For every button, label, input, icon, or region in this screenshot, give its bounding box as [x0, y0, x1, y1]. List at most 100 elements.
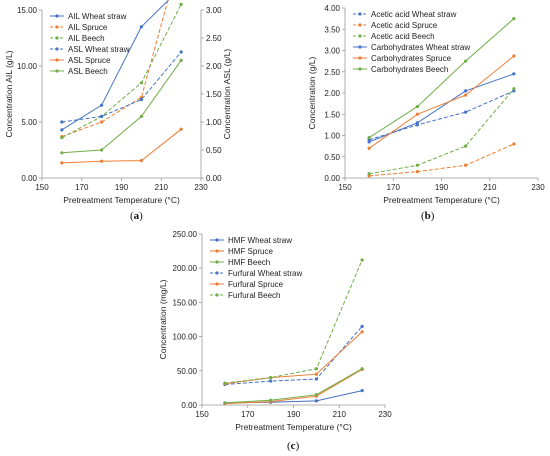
x-tick-label: 190: [435, 183, 449, 192]
data-point: [60, 120, 64, 124]
y-tick-label: 250.00: [173, 230, 198, 239]
y-tick-label: 0.00: [181, 401, 197, 410]
legend-marker: [215, 260, 219, 264]
panel-label-c: (c): [287, 440, 300, 452]
y-right-tick-label: 0.00: [206, 174, 222, 183]
y-tick-label: 2.00: [324, 89, 340, 98]
x-axis-label: Pretreatment Temperature (°C): [383, 195, 500, 205]
x-tick-label: 150: [338, 183, 352, 192]
legend-marker: [55, 14, 59, 18]
data-point: [367, 136, 371, 140]
data-point: [179, 127, 183, 131]
data-point: [60, 161, 64, 165]
data-point: [512, 72, 516, 76]
y-axis-right-label: Concentration ASL (g/L): [222, 49, 232, 140]
series-line: [369, 143, 515, 177]
data-point: [464, 144, 468, 148]
chart-panel-1: 150 170 190 210 230 0.00 0.50 1.00 1.50 2.00 2.50 3…: [307, 4, 545, 205]
data-point: [100, 114, 104, 118]
x-tick-label: 170: [241, 410, 255, 419]
data-point: [512, 17, 516, 21]
data-point: [269, 398, 273, 402]
data-point: [223, 401, 227, 405]
series-carbohydrates-wheat-straw: [367, 72, 516, 144]
series-acetic-acid-spruce: [367, 142, 516, 178]
y-axis-label: Concentration (mg/L): [158, 279, 168, 359]
x-tick-label: 230: [194, 183, 208, 192]
data-point: [360, 330, 364, 334]
data-point: [100, 120, 104, 124]
legend-marker: [55, 25, 59, 29]
legend-marker: [55, 58, 59, 62]
series-hmf-beech: [223, 367, 364, 405]
y-tick-label: 0.00: [324, 174, 340, 183]
y-axis-label: Concentration AIL (g/L): [4, 50, 14, 137]
y-right-tick-label: 2.00: [206, 62, 222, 71]
y-tick-label: 3.00: [324, 47, 340, 56]
legend-entry: HMF Beech: [228, 258, 270, 267]
x-axis-label: Pretreatment Temperature (°C): [63, 195, 180, 205]
data-point: [360, 324, 364, 328]
data-point: [100, 148, 104, 152]
data-point: [269, 376, 273, 380]
legend-marker: [358, 23, 362, 27]
y-right-tick-label: 0.50: [206, 146, 222, 155]
series-line: [368, 55, 515, 149]
data-point: [464, 89, 468, 93]
y-tick-label: 100.00: [173, 333, 198, 342]
data-point: [512, 142, 516, 146]
x-tick-label: 150: [195, 410, 209, 419]
y-tick-label: 4.00: [324, 4, 340, 13]
legend-entry: ASL Wheat straw: [68, 45, 130, 54]
legend-marker: [358, 67, 362, 71]
x-tick-label: 190: [287, 410, 301, 419]
data-point: [139, 98, 143, 102]
legend-entry: HMF Wheat straw: [228, 236, 292, 245]
data-point: [100, 103, 104, 107]
data-point: [464, 163, 468, 167]
legend-marker: [55, 69, 59, 73]
data-point: [415, 170, 419, 174]
data-point: [139, 81, 143, 85]
panel-label-a: (a): [130, 210, 143, 222]
x-tick-label: 210: [333, 410, 347, 419]
legend-entry: Carbohydrates Spruce: [371, 54, 452, 63]
series-ail-wheat-straw: [60, 0, 170, 132]
data-point: [512, 54, 516, 58]
series-line: [369, 88, 515, 175]
series-line: [368, 18, 515, 139]
legend-entry: HMF Spruce: [228, 247, 273, 256]
legend-marker: [215, 282, 219, 286]
series-line: [61, 4, 182, 139]
y-right-tick-label: 1.50: [206, 90, 222, 99]
data-point: [179, 50, 183, 54]
legend-entry: AIL Beech: [68, 34, 105, 43]
data-point: [415, 121, 419, 125]
y-right-tick-label: 2.50: [206, 34, 222, 43]
data-point: [360, 389, 364, 393]
y-tick-label: 1.50: [324, 110, 340, 119]
series-asl-beech: [60, 58, 183, 155]
x-tick-label: 170: [387, 183, 401, 192]
data-point: [415, 112, 419, 116]
series-line: [61, 0, 170, 131]
legend-entry: Furfural Beech: [228, 291, 280, 300]
data-point: [360, 367, 364, 371]
legend-entry: Carbohydrates Beech: [371, 65, 448, 74]
x-tick-label: 170: [75, 183, 89, 192]
y-tick-label: 0.50: [324, 153, 340, 162]
y-right-tick-label: 1.00: [206, 118, 222, 127]
series-furfural-beech: [223, 258, 364, 385]
legend-marker: [215, 293, 219, 297]
legend-entry: AIL Wheat straw: [68, 12, 127, 21]
series-line: [224, 259, 363, 384]
data-point: [464, 110, 468, 114]
y-tick-label: 10.00: [17, 62, 38, 71]
legend-entry: AIL Spruce: [68, 23, 108, 32]
x-axis-label: Pretreatment Temperature (°C): [235, 422, 352, 432]
y-tick-label: 3.50: [324, 25, 340, 34]
legend-marker: [215, 238, 219, 242]
x-tick-label: 230: [378, 410, 392, 419]
data-point: [314, 393, 318, 397]
